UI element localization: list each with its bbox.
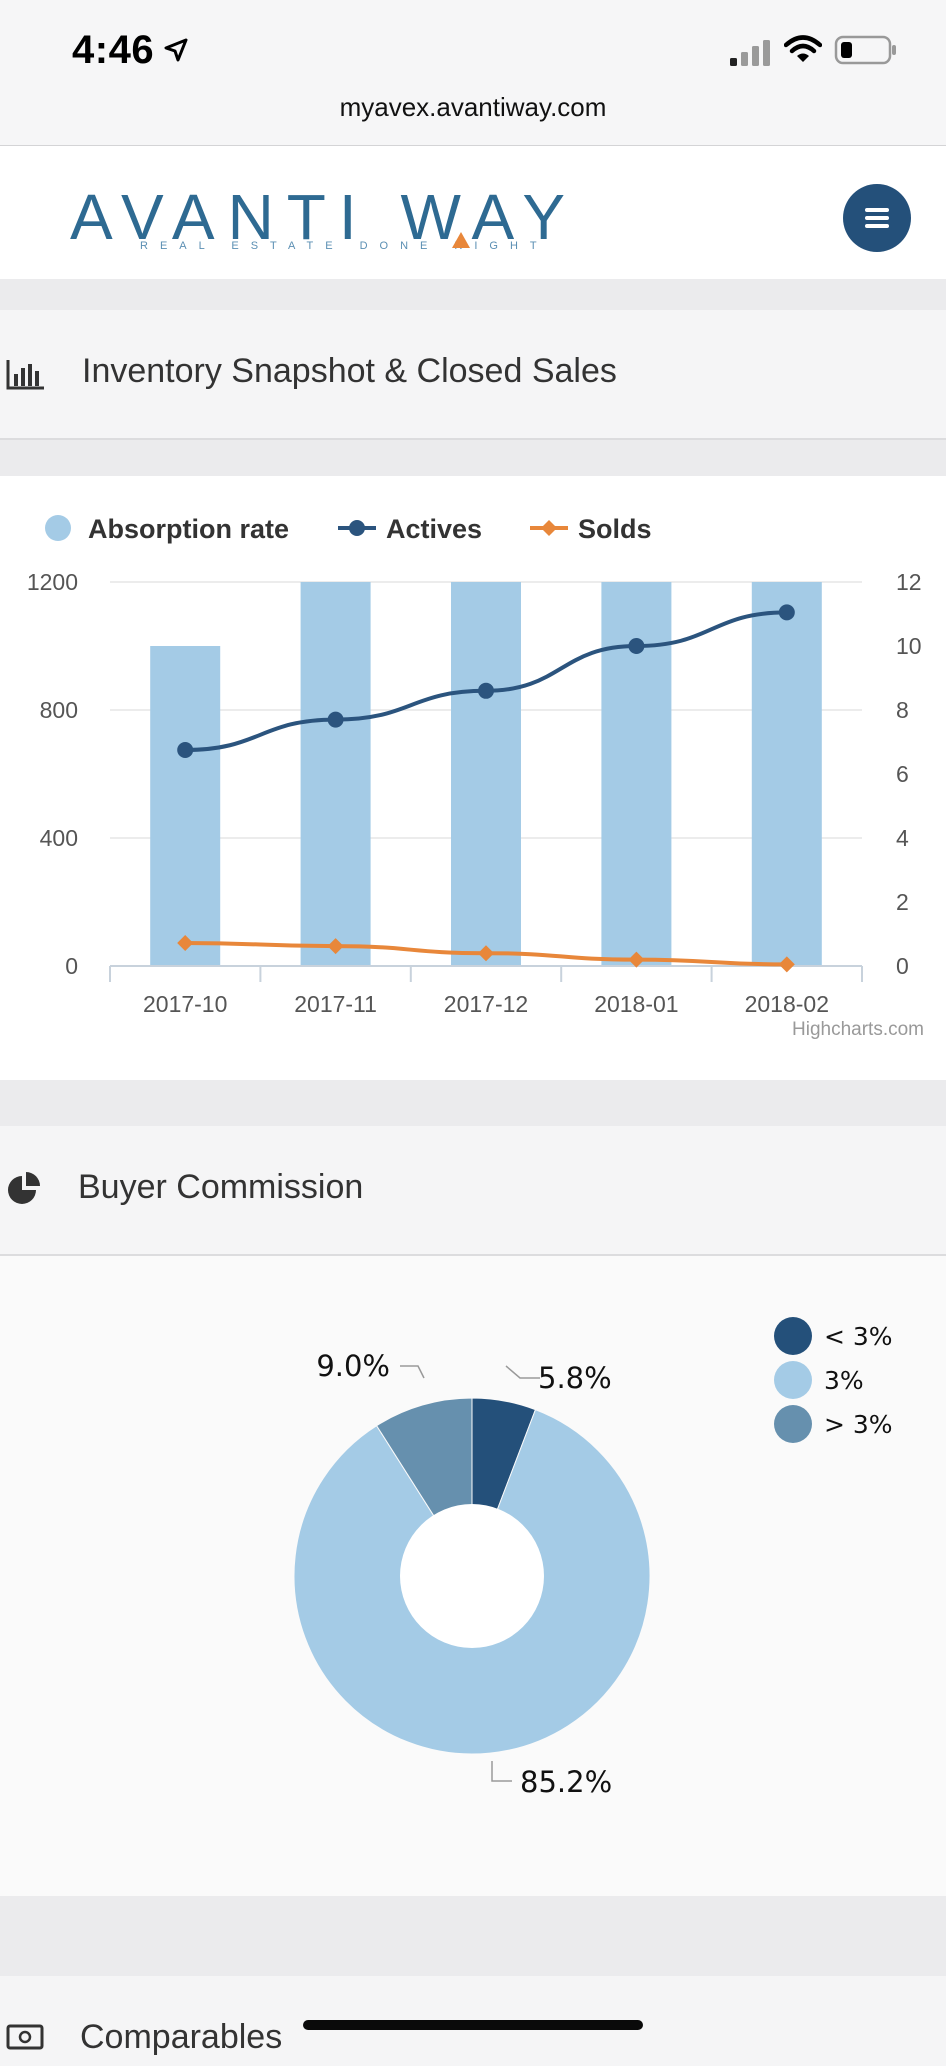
legend-item-solds[interactable]: Solds: [578, 514, 652, 544]
address-bar-url[interactable]: myavex.avantiway.com: [339, 92, 607, 122]
section-header-inventory: [0, 310, 946, 440]
y-right-tick-label: 2: [896, 889, 909, 915]
point-solds-2017-11: [327, 938, 344, 955]
legend-marker-0: [774, 1317, 812, 1355]
bar-chart-icon: [6, 360, 44, 390]
legend-marker-solds: [541, 520, 557, 536]
x-tick-label: 2018-02: [745, 991, 829, 1017]
legend-marker-1: [774, 1361, 812, 1399]
series-lines: [177, 604, 795, 973]
label-connector: [505, 1365, 540, 1379]
inventory-chart: Absorption rate Actives Solds 2017-10 201…: [27, 514, 924, 1040]
chart-credit[interactable]: Highcharts.com: [792, 1019, 924, 1040]
y-left-tick-label: 0: [65, 953, 78, 979]
absorption-bars: [150, 582, 822, 966]
label-connector: [491, 1761, 512, 1782]
point-solds-2017-10: [177, 934, 194, 951]
y-left-tick-label: 800: [40, 697, 78, 723]
x-tick-label: 2017-11: [294, 991, 377, 1017]
bar-absorption-2017-11: [300, 582, 371, 966]
bar-absorption-2017-12: [451, 582, 521, 966]
point-solds-2017-12: [478, 945, 494, 962]
donut-legend[interactable]: < 3% 3% > 3%: [774, 1317, 893, 1443]
location-arrow-icon: [164, 38, 188, 62]
logo-triangle-icon: [452, 232, 470, 248]
commission-chart-card: 5.8% 85.2% 9.0% < 3% 3% > 3%: [0, 1256, 946, 1896]
point-solds-2018-02: [778, 956, 795, 973]
donut-hole: [400, 1504, 544, 1648]
status-time: 4:46: [72, 28, 155, 72]
site-header: [0, 146, 946, 279]
commission-donut-chart: 5.8% 85.2% 9.0% < 3% 3% > 3%: [293, 1317, 893, 1799]
legend-label: > 3%: [824, 1410, 893, 1439]
section-title-comparables: Comparables: [80, 2018, 283, 2056]
battery-icon: [834, 35, 896, 65]
y-right-tick-label: 8: [896, 697, 909, 723]
y-right-tick-label: 0: [896, 953, 909, 979]
inventory-chart-card: Absorption rate Actives Solds 2017-10 201…: [0, 476, 946, 1080]
x-tick-label: 2018-01: [594, 991, 678, 1017]
chart-legend[interactable]: Absorption rate Actives Solds: [45, 514, 652, 544]
point-actives-2017-12: [478, 682, 494, 699]
legend-marker-actives: [349, 520, 365, 536]
legend-label: 3%: [824, 1366, 864, 1395]
legend-marker-2: [774, 1405, 812, 1443]
logo[interactable]: AVANTI WAY: [70, 181, 579, 253]
donut-slices: [293, 1397, 651, 1755]
slice-label: 85.2%: [520, 1765, 612, 1799]
section-title-commission: Buyer Commission: [78, 1168, 364, 1206]
section-header-commission: [0, 1126, 946, 1256]
x-tick-label: 2017-10: [143, 991, 227, 1017]
point-actives-2017-10: [177, 742, 194, 758]
slice-label: 5.8%: [538, 1361, 612, 1395]
point-actives-2017-11: [327, 711, 344, 728]
signal-icon: [730, 40, 770, 66]
section-title-inventory: Inventory Snapshot & Closed Sales: [82, 352, 617, 390]
browser-status-bar: [0, 0, 946, 146]
point-actives-2018-02: [778, 604, 795, 621]
y-left-tick-label: 1200: [27, 569, 78, 595]
menu-button[interactable]: [843, 184, 911, 252]
pie-chart-icon: [8, 1172, 40, 1204]
label-connector: [400, 1365, 425, 1379]
home-indicator[interactable]: [303, 2020, 643, 2030]
legend-item-absorption[interactable]: Absorption rate: [88, 514, 289, 544]
logo-tagline: REAL ESTATE DONE RIGHT: [140, 240, 549, 252]
legend-item-actives[interactable]: Actives: [386, 514, 482, 544]
y-right-tick-label: 10: [896, 633, 922, 659]
point-solds-2018-01: [628, 951, 645, 968]
y-right-tick-label: 4: [896, 825, 909, 851]
y-left-tick-label: 400: [40, 825, 78, 851]
legend-marker-absorption: [45, 515, 71, 541]
wifi-icon: [784, 35, 822, 62]
legend-label: < 3%: [824, 1322, 893, 1351]
donut-labels: 5.8% 85.2% 9.0%: [316, 1349, 612, 1799]
bar-absorption-2018-02: [751, 582, 822, 966]
point-actives-2018-01: [628, 638, 645, 654]
axis-tick-labels: 2017-10 2017-11 2017-12 2018-01 2018-02 0 400 8…: [27, 569, 922, 1017]
x-tick-label: 2017-12: [444, 991, 528, 1017]
y-right-tick-label: 12: [896, 569, 922, 595]
hamburger-menu-icon: [865, 208, 889, 228]
slice-label: 9.0%: [316, 1349, 390, 1383]
x-axis: [109, 965, 863, 982]
y-right-tick-label: 6: [896, 761, 909, 787]
bar-absorption-2017-10: [150, 646, 221, 966]
